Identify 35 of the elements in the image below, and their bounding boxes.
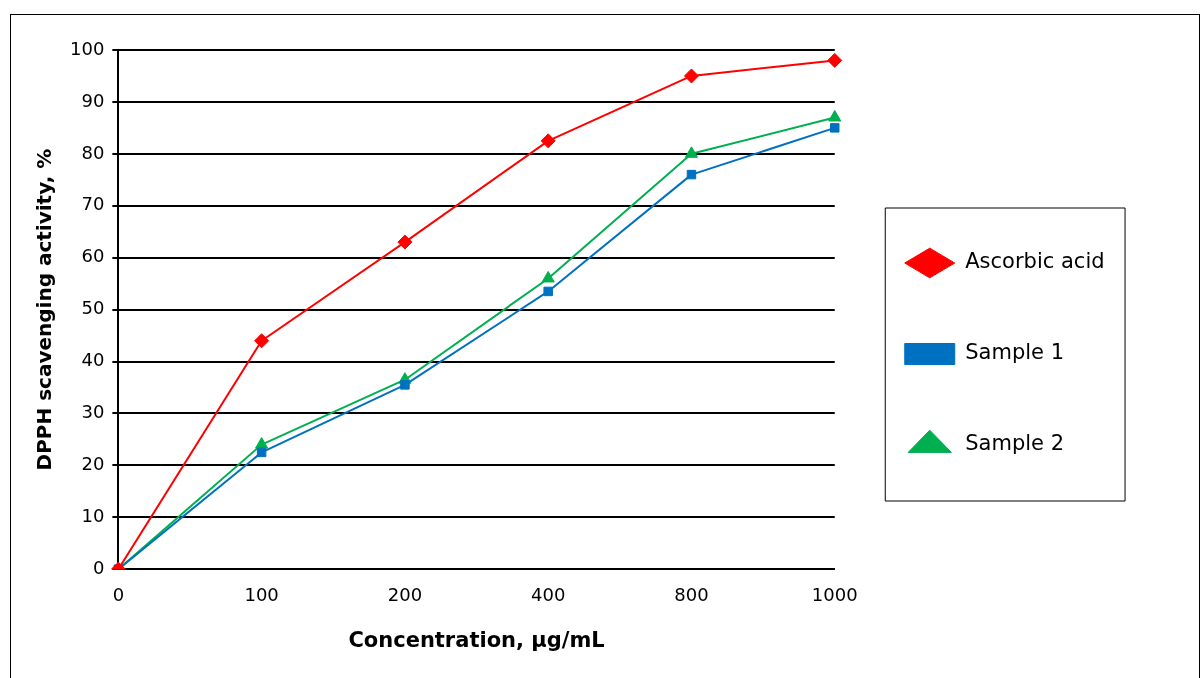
y-tick-label: 70 bbox=[81, 193, 105, 215]
y-tick-label: 30 bbox=[81, 401, 105, 423]
x-tick-label: 0 bbox=[112, 583, 125, 605]
y-tick-label: 10 bbox=[81, 504, 105, 526]
point bbox=[686, 169, 697, 180]
legend-label: Sample 2 bbox=[965, 431, 1065, 456]
point bbox=[400, 380, 410, 390]
point bbox=[827, 52, 843, 68]
point bbox=[540, 133, 556, 149]
y-tick-label: 80 bbox=[81, 141, 105, 163]
x-tick-label: 100 bbox=[244, 583, 279, 605]
y-tick-label: 60 bbox=[81, 245, 105, 267]
y-tick-label: 40 bbox=[81, 349, 105, 371]
point bbox=[828, 110, 842, 122]
x-tick-label: 400 bbox=[531, 583, 566, 605]
y-tick-label: 20 bbox=[81, 453, 105, 475]
x-tick-label: 800 bbox=[674, 583, 709, 605]
x-axis-title: Concentration, µg/mL bbox=[348, 627, 605, 652]
point bbox=[254, 333, 270, 349]
point bbox=[256, 447, 267, 458]
legend-label: Sample 1 bbox=[965, 340, 1065, 365]
point bbox=[543, 286, 553, 297]
point bbox=[541, 270, 555, 283]
point bbox=[684, 146, 699, 158]
x-tick-label: 200 bbox=[387, 583, 423, 605]
point bbox=[830, 123, 840, 133]
y-tick-label: 50 bbox=[81, 297, 105, 319]
y-axis-title: DPPH scavenging activity, % bbox=[32, 148, 57, 471]
point bbox=[397, 234, 413, 250]
legend-label: Ascorbic acid bbox=[965, 249, 1105, 274]
x-tick-label: 1000 bbox=[811, 583, 858, 605]
point bbox=[683, 68, 699, 84]
y-tick-label: 100 bbox=[70, 37, 105, 59]
y-tick-label: 0 bbox=[92, 556, 105, 578]
y-tick-label: 90 bbox=[81, 89, 105, 111]
